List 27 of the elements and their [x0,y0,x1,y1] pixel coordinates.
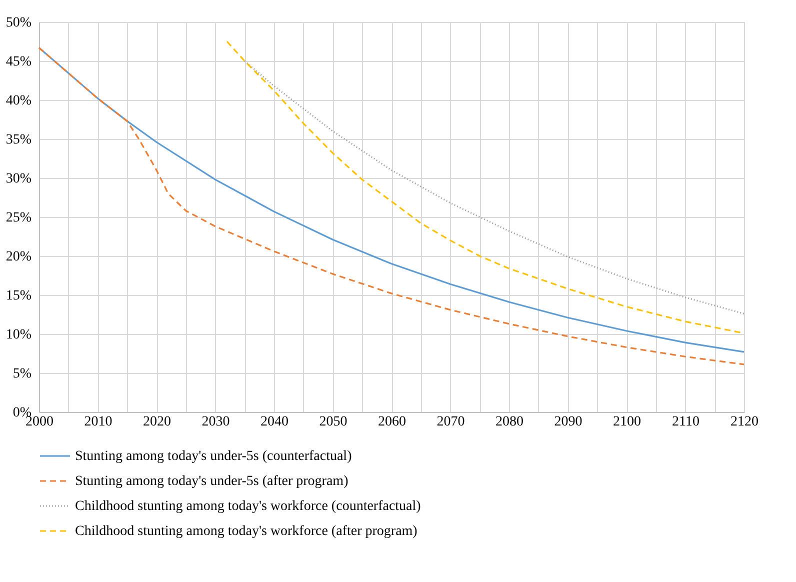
y-tick-label: 20% [6,250,32,264]
y-tick-label: 50% [6,16,32,30]
y-tick-label: 45% [6,54,32,70]
y-tick-label: 5% [12,366,32,382]
legend-label: Stunting among today's under-5s (after program) [75,474,349,489]
x-tick-label: 2100 [613,414,641,430]
y-tick-label: 40% [6,94,32,108]
y-tick-label: 30% [6,172,32,186]
line-series [244,60,745,315]
x-tick-label: 2070 [436,414,465,430]
y-tick-label: 15% [6,288,32,304]
x-tick-label: 2030 [202,414,230,430]
x-tick-label: 2090 [554,414,582,430]
legend-label: Stunting among today's under-5s (counterfactual) [75,449,352,464]
legend-label: Childhood stunting among today's workforce (counterfactual) [75,499,422,514]
x-tick-label: 2010 [84,414,112,430]
y-tick-label: 10% [6,328,32,342]
x-tick-label: 2080 [496,414,524,430]
x-tick-label: 2110 [672,414,700,430]
x-tick-label: 2050 [319,414,348,430]
x-tick-label: 2020 [143,414,171,430]
y-tick-label: 25% [6,210,32,226]
x-tick-label: 2120 [730,414,758,430]
y-tick-label: 35% [6,132,32,148]
x-tick-label: 2040 [260,414,288,430]
legend-label: Childhood stunting among today's workforce (after program) [75,524,418,539]
x-tick-label: 2060 [378,414,406,430]
